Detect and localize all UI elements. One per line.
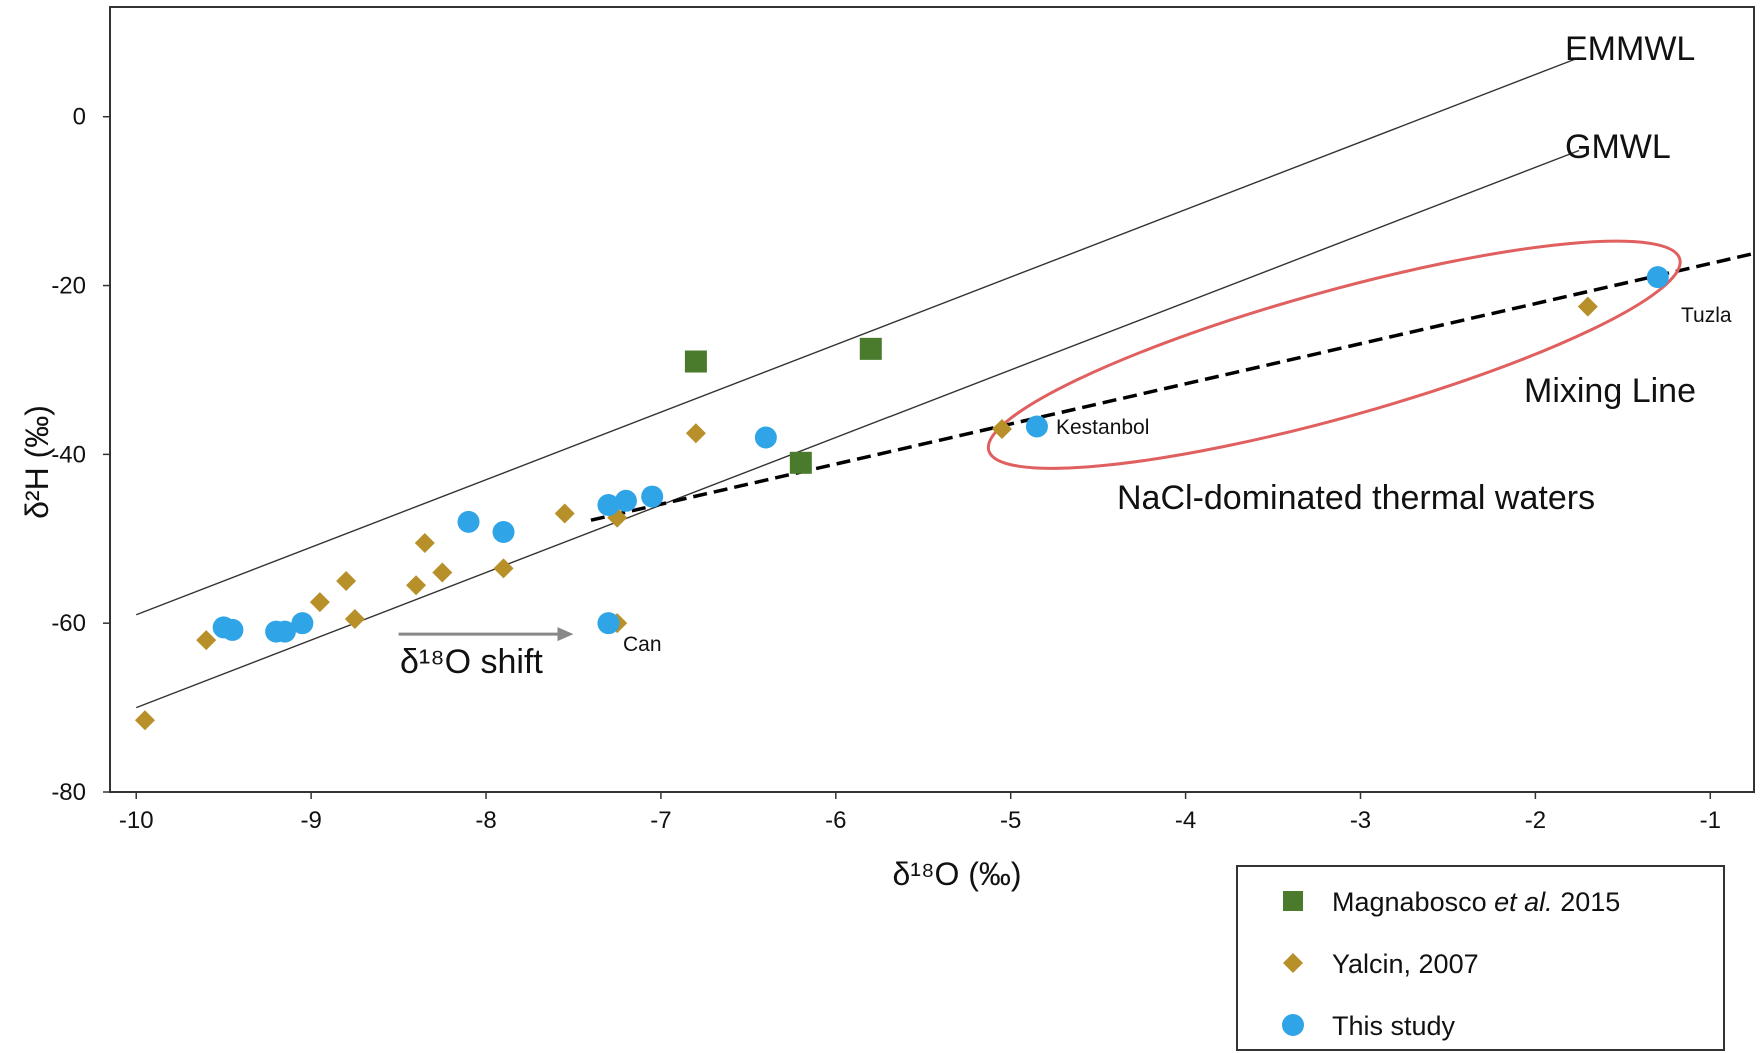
this-study-point: [291, 612, 314, 635]
yalcin-point: [493, 558, 514, 579]
x-tick-label: -2: [1525, 807, 1546, 834]
legend-yalcin-label: Yalcin, 2007: [1332, 949, 1479, 979]
this-study-point: [641, 485, 664, 508]
yalcin-point: [344, 608, 365, 629]
y-tick-label: -40: [51, 441, 86, 468]
yalcin-point: [196, 630, 217, 651]
this-study-point: [614, 489, 637, 512]
yalcin-point: [1577, 296, 1598, 317]
y-tick-label: -60: [51, 610, 86, 637]
magnabosco-point: [789, 451, 812, 474]
tuzla-label: Tuzla: [1681, 304, 1732, 327]
y-axis-title: δ²H (‰): [19, 405, 55, 519]
legend-magnabosco-italic: et al.: [1494, 887, 1553, 917]
x-tick-label: -8: [475, 807, 496, 834]
yalcin-point: [406, 575, 427, 596]
can-label: Can: [623, 633, 662, 656]
x-tick-label: -10: [119, 807, 154, 834]
this-study-point: [273, 620, 296, 643]
yalcin-point: [685, 423, 706, 444]
legend-magnabosco-name: Magnabosco: [1332, 887, 1487, 917]
this-study-point: [597, 494, 620, 517]
this-study-point: [1025, 415, 1048, 438]
mixing-line-label: Mixing Line: [1524, 372, 1696, 410]
legend-this-study-marker: [1282, 1014, 1304, 1036]
d18o-shift-label: δ¹⁸O shift: [400, 643, 543, 681]
legend-magnabosco-label: Magnabosco et al. 2015: [1332, 887, 1620, 917]
x-tick-label: -5: [1000, 807, 1021, 834]
nacl-ellipse-group: [986, 239, 1682, 470]
nacl-thermal-waters-label: NaCl-dominated thermal waters: [1117, 479, 1595, 517]
shift-arrow-head: [557, 627, 574, 642]
shift-arrow-group: [398, 627, 574, 642]
yalcin-point: [134, 710, 155, 731]
nacl-ellipse: [986, 239, 1682, 470]
legend: Magnabosco et al. 2015 Yalcin, 2007 This…: [1236, 865, 1725, 1051]
x-tick-label: -9: [300, 807, 321, 834]
mixing-line-line: [590, 251, 1755, 522]
x-tick-label: -4: [1175, 807, 1196, 834]
legend-magnabosco-marker: [1283, 891, 1303, 911]
this-study-point: [457, 510, 480, 533]
magnabosco-point: [684, 350, 707, 373]
x-tick-label: -1: [1700, 807, 1721, 834]
y-tick-label: -20: [51, 273, 86, 300]
x-tick-label: -3: [1350, 807, 1371, 834]
plot-frame: [109, 6, 1755, 793]
this-study-point: [221, 618, 244, 641]
axis-ticks: -10 -9 -8 -7 -6 -5 -4 -3 -2 -10-20-40-60-80: [51, 104, 1721, 834]
legend-box: [1236, 865, 1725, 1051]
yalcin-point: [554, 503, 575, 524]
data-points: [134, 266, 1669, 731]
yalcin-point: [414, 532, 435, 553]
this-study-point: [1646, 266, 1669, 289]
this-study-point: [754, 426, 777, 449]
gmwl-label: GMWL: [1565, 128, 1671, 166]
x-tick-label: -7: [650, 807, 671, 834]
emmwl-label: EMMWL: [1565, 30, 1695, 68]
y-tick-label: 0: [73, 104, 86, 131]
x-tick-label: -6: [825, 807, 846, 834]
legend-magnabosco-year: 2015: [1560, 887, 1620, 917]
this-study-point: [492, 521, 515, 544]
x-axis-title: δ¹⁸O (‰): [892, 856, 1021, 892]
yalcin-point: [336, 570, 357, 591]
kestanbol-label: Kestanbol: [1056, 416, 1149, 439]
yalcin-point: [432, 562, 453, 583]
y-tick-label: -80: [51, 779, 86, 806]
reference-lines: [135, 56, 1755, 709]
yalcin-point: [309, 592, 330, 613]
legend-yalcin-marker: [1283, 953, 1303, 973]
this-study-point: [597, 612, 620, 635]
gmwl-line: [135, 149, 1580, 709]
emmwl-line: [135, 56, 1580, 616]
yalcin-point: [991, 419, 1012, 440]
legend-this-study-label: This study: [1332, 1011, 1456, 1041]
magnabosco-point: [859, 337, 882, 360]
